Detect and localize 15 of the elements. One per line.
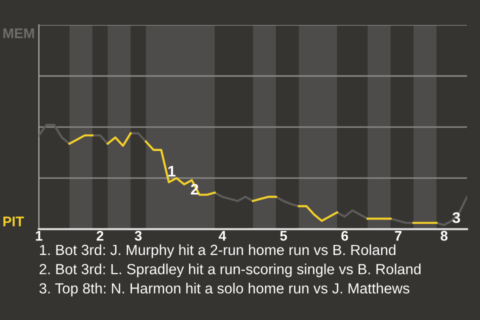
x-tick-label: 1 [36,231,42,241]
x-tick-label: 2 [96,230,104,241]
text: PIT [3,216,24,226]
x-tick-label: 4 [218,231,226,241]
text: 1. Bot 3rd: J. Murphy hit a 2-run home run vs B. Roland [40,244,396,258]
x-tick-label: 5 [280,231,288,241]
text: MEM [3,28,34,38]
x-tick-label: 3 [134,230,142,241]
text: 2. Bot 3rd: L. Spradley hit a run-scoring single vs B. Roland [40,264,421,278]
annotation: 3 [452,212,460,224]
x-tick-label: 7 [394,231,402,241]
x-tick-label: 8 [440,230,448,241]
text: 3. Top 8th: N. Harmon hit a solo home run vs J. Matthews [39,282,410,296]
annotation: 1 [168,166,176,176]
x-tick-label: 6 [341,230,348,241]
